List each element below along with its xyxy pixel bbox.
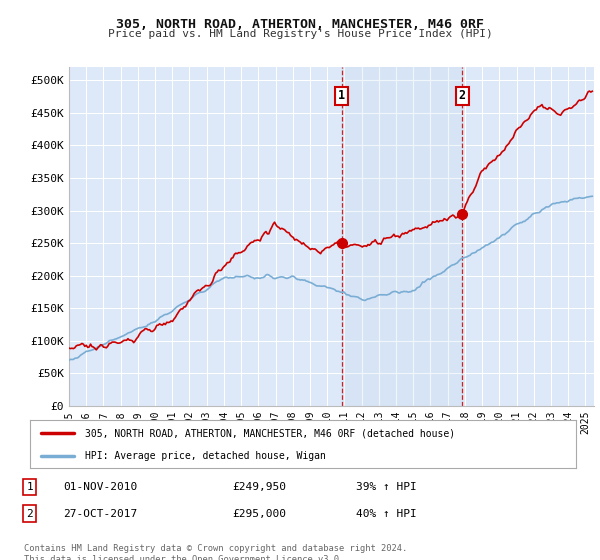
Text: 2: 2 [26, 508, 33, 519]
Text: £295,000: £295,000 [232, 508, 286, 519]
Text: Price paid vs. HM Land Registry's House Price Index (HPI): Price paid vs. HM Land Registry's House … [107, 29, 493, 39]
Text: 1: 1 [26, 482, 33, 492]
Text: 305, NORTH ROAD, ATHERTON, MANCHESTER, M46 0RF: 305, NORTH ROAD, ATHERTON, MANCHESTER, M… [116, 18, 484, 31]
Text: 2: 2 [458, 90, 466, 102]
Text: 40% ↑ HPI: 40% ↑ HPI [356, 508, 417, 519]
Text: Contains HM Land Registry data © Crown copyright and database right 2024.
This d: Contains HM Land Registry data © Crown c… [24, 544, 407, 560]
Text: 39% ↑ HPI: 39% ↑ HPI [356, 482, 417, 492]
Text: 1: 1 [338, 90, 345, 102]
Text: HPI: Average price, detached house, Wigan: HPI: Average price, detached house, Wiga… [85, 451, 325, 461]
Text: 305, NORTH ROAD, ATHERTON, MANCHESTER, M46 0RF (detached house): 305, NORTH ROAD, ATHERTON, MANCHESTER, M… [85, 428, 455, 438]
Bar [341, 67, 462, 406]
Text: £249,950: £249,950 [232, 482, 286, 492]
Text: 27-OCT-2017: 27-OCT-2017 [63, 508, 137, 519]
Text: 01-NOV-2010: 01-NOV-2010 [63, 482, 137, 492]
